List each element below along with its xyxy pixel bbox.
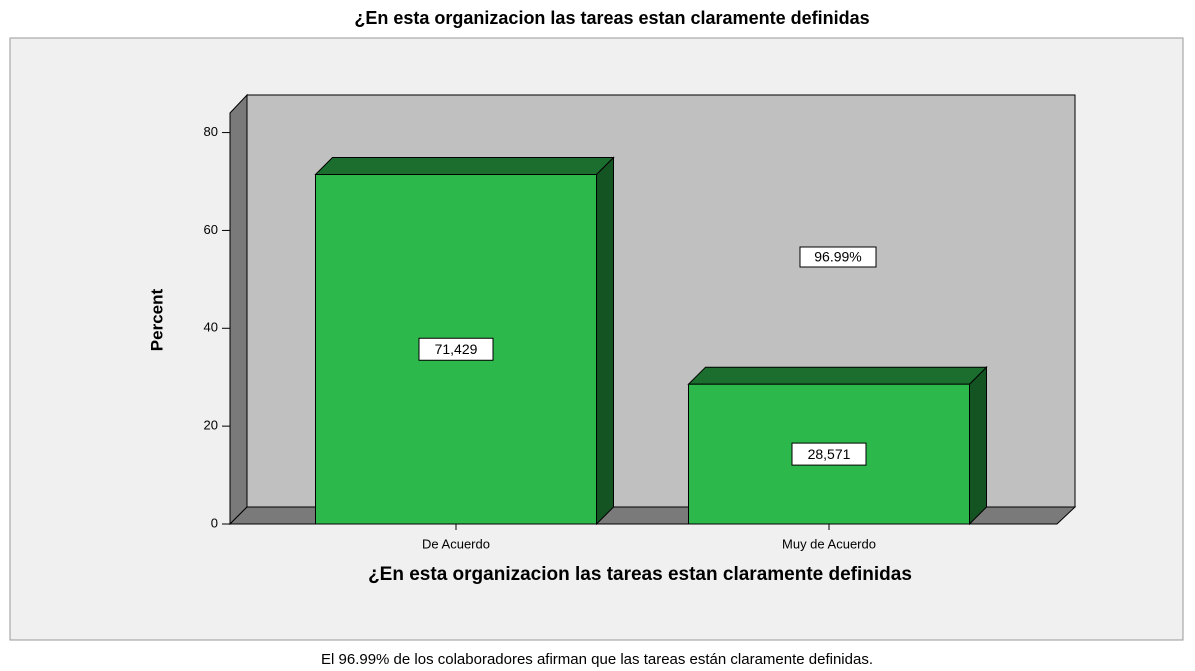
value-label: 28,571 [808, 446, 851, 462]
annotation-box [799, 246, 877, 268]
bar-top [687, 366, 988, 385]
x-tick-label: Muy de Acuerdo [782, 536, 876, 551]
y-axis-label: Percent [147, 288, 166, 351]
left-wall [229, 93, 248, 526]
bar-side [969, 365, 987, 526]
y-tick-label: 60 [204, 222, 218, 237]
y-tick-label: 80 [204, 124, 218, 139]
chart-title: ¿En esta organizacion las tareas estan c… [354, 8, 869, 28]
x-tick-label: De Acuerdo [422, 536, 490, 551]
bar-top [314, 157, 615, 176]
annotation: 96.99% [814, 249, 861, 265]
value-label: 71,429 [435, 341, 478, 357]
value-label-box [791, 442, 867, 466]
x-axis-label: ¿En esta organizacion las tareas estan c… [368, 564, 912, 585]
y-tick-label: 40 [204, 320, 218, 335]
bar-side [596, 156, 614, 526]
caption: El 96.99% de los colaboradores afirman q… [321, 651, 873, 668]
y-tick-label: 20 [204, 418, 218, 433]
y-tick-label: 0 [211, 515, 218, 530]
value-label-box [418, 337, 494, 361]
